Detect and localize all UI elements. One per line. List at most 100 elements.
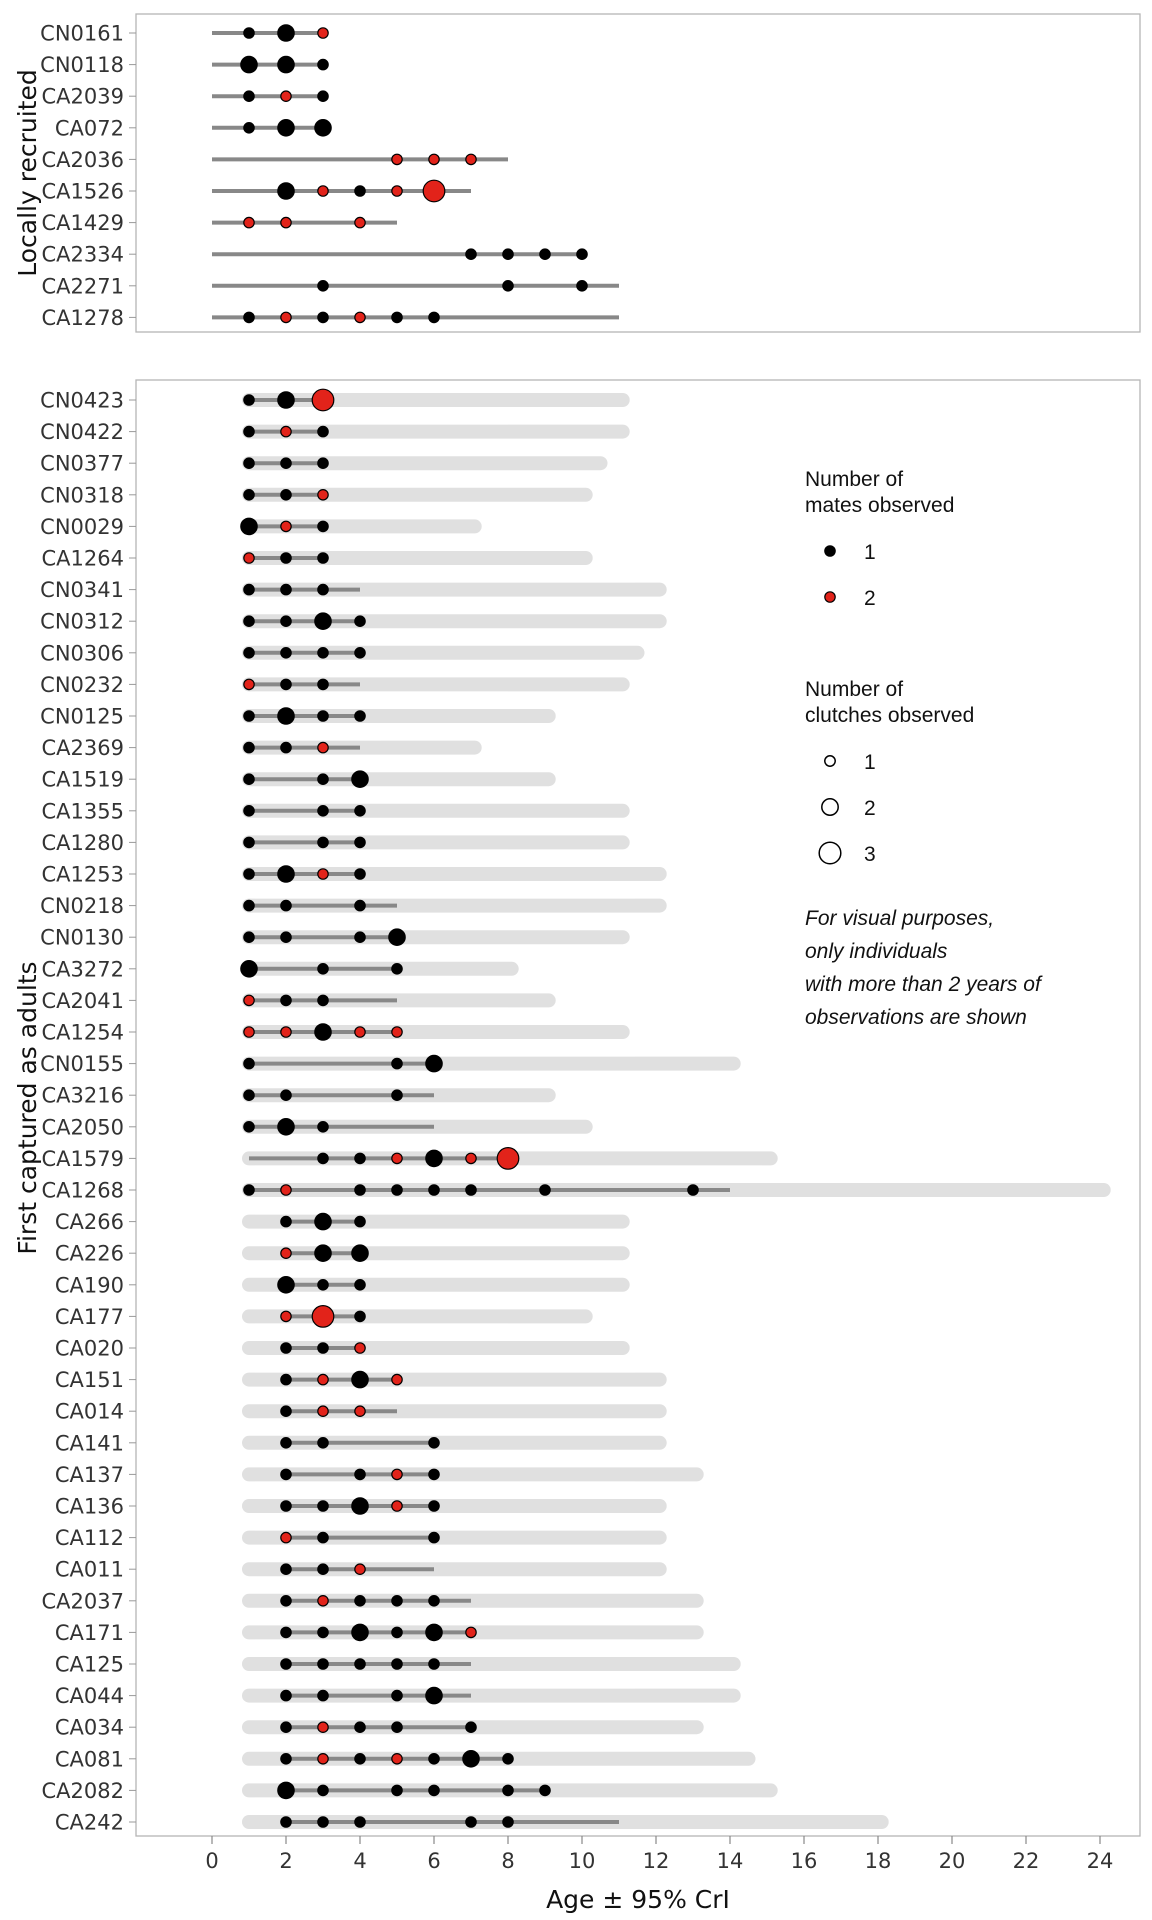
individual-row: CA1280	[42, 831, 630, 855]
individual-id-label: CA2334	[42, 243, 124, 267]
observation-point	[280, 1247, 292, 1259]
individual-id-label: CN0029	[40, 515, 124, 539]
observation-point	[388, 928, 406, 946]
observation-point	[391, 185, 403, 197]
individual-id-label: CA226	[55, 1242, 124, 1266]
observation-point	[280, 615, 292, 627]
legend-clutch-symbol	[824, 755, 836, 767]
observation-point	[428, 1184, 440, 1196]
individual-id-label: CA020	[55, 1337, 124, 1361]
observation-point	[354, 1152, 366, 1165]
observation-point	[317, 646, 329, 659]
observation-point	[465, 153, 477, 166]
observation-point	[391, 1689, 403, 1702]
observation-point	[317, 962, 329, 975]
observation-point	[391, 1373, 403, 1386]
observation-point	[465, 248, 477, 260]
individual-id-label: CN0130	[40, 926, 124, 950]
observation-point	[280, 1089, 292, 1101]
individual-row: CA2050	[42, 1115, 593, 1139]
individual-row: CA020	[55, 1337, 630, 1361]
observation-point	[391, 1026, 403, 1038]
observation-point	[354, 1816, 366, 1828]
individual-row: CA2036	[42, 148, 508, 172]
legend-clutch-title-line2: clutches observed	[805, 704, 974, 727]
observation-point	[314, 1023, 332, 1041]
individual-row: CA1519	[42, 768, 556, 792]
individual-row: CA011	[55, 1558, 667, 1582]
x-tick-label: 8	[501, 1849, 514, 1873]
observation-point	[428, 1595, 440, 1607]
individual-row: CA2334	[42, 243, 588, 267]
individual-id-label: CA014	[55, 1400, 124, 1424]
observation-point	[428, 1531, 440, 1544]
observation-point	[280, 1373, 292, 1386]
individual-id-label: CA034	[55, 1716, 124, 1740]
observation-point	[280, 899, 292, 912]
observation-point	[317, 994, 329, 1007]
observation-point	[317, 741, 329, 754]
observation-point	[280, 488, 292, 501]
legend-mates-label: 2	[864, 587, 876, 610]
observation-point	[354, 1721, 366, 1733]
observation-point	[280, 1816, 292, 1828]
observation-point	[428, 1468, 440, 1481]
observation-point	[243, 552, 255, 564]
observation-point	[280, 520, 292, 533]
observation-point	[280, 1595, 292, 1607]
observation-point	[317, 311, 329, 324]
observation-point	[243, 1057, 255, 1070]
observation-point	[391, 1784, 403, 1797]
individual-id-label: CA2036	[42, 148, 124, 172]
observation-point	[317, 1658, 329, 1670]
observation-point	[391, 1468, 403, 1481]
observation-point	[539, 1184, 551, 1196]
individual-id-label: CA1278	[42, 306, 124, 330]
x-axis: 0 2 4 6 8 10 12 14 16 18 20 22 24	[205, 1836, 1113, 1873]
individual-id-label: CA1253	[42, 863, 124, 887]
observation-point	[280, 216, 292, 229]
observation-point	[243, 678, 255, 691]
observation-point	[422, 179, 446, 203]
observation-point	[243, 994, 255, 1007]
observation-point	[277, 1118, 295, 1136]
observation-point	[277, 707, 295, 725]
observation-point	[317, 27, 329, 39]
legend-clutch-label: 3	[864, 843, 876, 866]
observation-point	[317, 1373, 329, 1386]
observation-point	[280, 425, 292, 438]
individual-row: CA137	[55, 1463, 704, 1487]
observation-point	[354, 1595, 366, 1607]
legend-note-line: with more than 2 years of	[805, 973, 1043, 996]
observation-point	[311, 388, 335, 412]
observation-point	[317, 678, 329, 691]
observation-point	[502, 1784, 514, 1797]
individual-row: CA2271	[42, 274, 619, 298]
observation-point	[277, 55, 295, 74]
individual-id-label: CN0232	[40, 673, 124, 697]
individual-id-label: CA141	[55, 1431, 124, 1455]
observation-point	[280, 1689, 292, 1702]
observation-point	[280, 311, 292, 324]
individual-id-label: CA125	[55, 1653, 124, 1677]
observation-point	[314, 119, 332, 137]
observation-point	[317, 279, 329, 292]
legend-note-line: observations are shown	[805, 1006, 1027, 1029]
observation-point	[243, 646, 255, 659]
observation-point	[354, 1342, 366, 1354]
individual-row: CN0318	[40, 483, 593, 507]
observation-point	[243, 457, 255, 469]
x-tick-label: 4	[353, 1849, 366, 1873]
observation-point	[240, 55, 258, 74]
observation-point	[317, 836, 329, 849]
individual-row: CA226	[55, 1242, 630, 1266]
observation-point	[317, 868, 329, 880]
observation-point	[351, 1623, 369, 1642]
observation-point	[317, 1405, 329, 1417]
observation-point	[428, 1784, 440, 1797]
individual-id-label: CA1268	[42, 1179, 124, 1203]
observation-point	[311, 1304, 335, 1328]
observation-point	[280, 1026, 292, 1038]
observation-point	[277, 391, 295, 409]
